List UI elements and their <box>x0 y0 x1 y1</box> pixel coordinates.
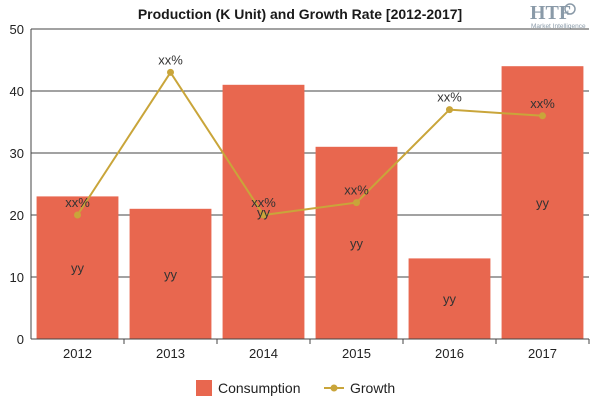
growth-point-2017 <box>539 112 546 120</box>
legend: Consumption Growth <box>196 380 395 396</box>
legend-label-growth: Growth <box>350 380 395 396</box>
bar-data-label-2014: yy <box>257 205 271 220</box>
x-tick-label-2017: 2017 <box>528 346 557 361</box>
grid-lines <box>31 28 589 278</box>
x-tick-label-2013: 2013 <box>156 346 185 361</box>
legend-label-consumption: Consumption <box>218 380 301 396</box>
y-tick-label-1: 10 <box>10 270 24 285</box>
x-tick-label-2015: 2015 <box>342 346 371 361</box>
growth-line <box>76 70 543 217</box>
bar-data-label-2012: yy <box>71 261 85 276</box>
x-tick-label-2014: 2014 <box>249 346 278 361</box>
bar-2012 <box>36 196 119 339</box>
line-series <box>74 68 546 219</box>
bar-data-label-2013: yy <box>164 267 178 282</box>
y-tick-label-0: 0 <box>17 332 24 347</box>
legend-item-growth[interactable]: Growth <box>324 380 395 396</box>
y-tick-label-2: 20 <box>10 208 24 223</box>
growth-data-label-2014: xx% <box>251 195 276 210</box>
legend-swatch-consumption <box>196 380 212 396</box>
growth-data-label-2016: xx% <box>437 90 462 105</box>
y-tick-label-4: 40 <box>10 84 24 99</box>
x-axis-ticks: 2012 2013 2014 2015 2016 2017 <box>63 339 590 361</box>
y-tick-label-3: 30 <box>10 146 24 161</box>
growth-data-label-2013: xx% <box>158 52 183 67</box>
logo-tagline: Market Intelligence <box>531 23 586 30</box>
chart-title: Production (K Unit) and Growth Rate [201… <box>138 6 462 22</box>
growth-point-2016 <box>446 106 453 114</box>
bar-data-label-2015: yy <box>350 236 364 251</box>
bar-2013 <box>129 208 212 339</box>
logo-globe-icon <box>564 3 576 15</box>
growth-data-label-2017: xx% <box>530 96 555 111</box>
growth-point-2012 <box>74 211 81 219</box>
x-tick-label-2012: 2012 <box>63 346 92 361</box>
legend-swatch-marker-growth <box>330 384 338 392</box>
growth-data-label-2015: xx% <box>344 183 369 198</box>
bar-data-label-2016: yy <box>443 292 457 307</box>
bar-2015 <box>315 146 398 339</box>
growth-point-2013 <box>167 68 174 76</box>
legend-item-consumption[interactable]: Consumption <box>196 380 301 396</box>
y-axis-ticks: 0 10 20 30 40 50 <box>10 22 24 347</box>
x-tick-label-2016: 2016 <box>435 346 464 361</box>
growth-point-2015 <box>353 199 360 207</box>
htf-logo: HTF Market Intelligence <box>530 2 586 30</box>
y-tick-label-5: 50 <box>10 22 24 37</box>
bar-series <box>36 66 584 339</box>
growth-point-2014 <box>260 211 267 219</box>
bar-2016 <box>408 258 491 339</box>
logo-mark: HTF <box>530 2 571 24</box>
bar-data-label-2017: yy <box>536 196 550 211</box>
growth-data-label-2012: xx% <box>65 195 90 210</box>
bar-2017 <box>501 66 584 339</box>
